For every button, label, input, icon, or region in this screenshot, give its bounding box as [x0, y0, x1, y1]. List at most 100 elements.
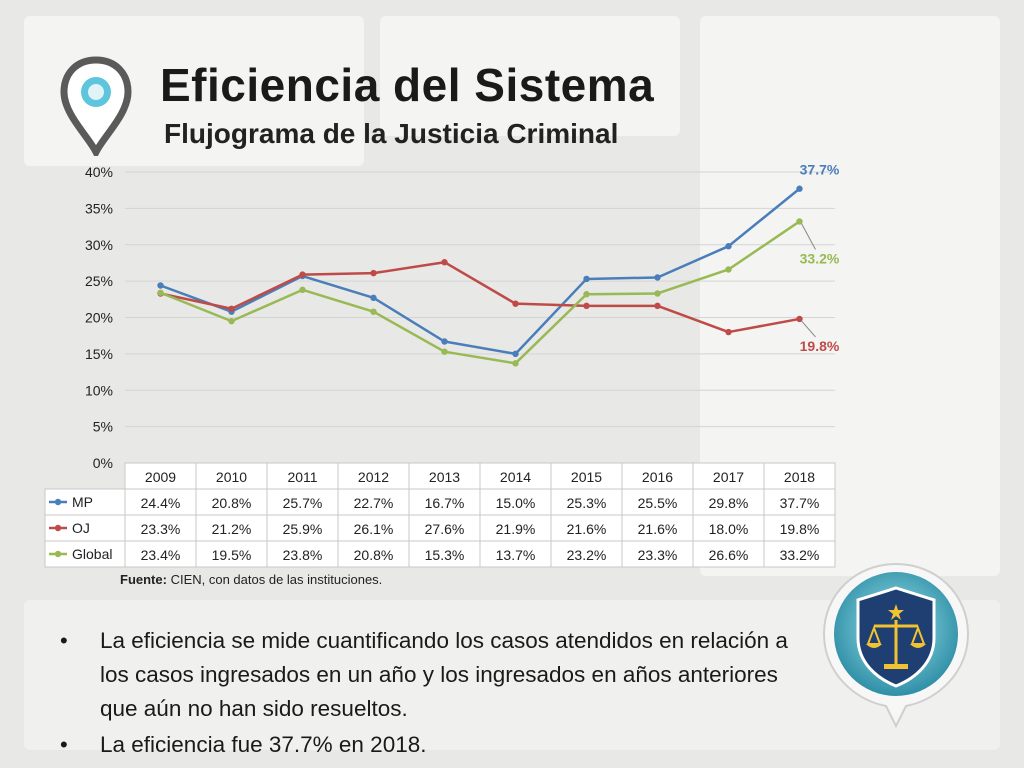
table-cell-value: 25.5%	[638, 495, 678, 511]
page-subtitle: Flujograma de la Justicia Criminal	[164, 118, 619, 149]
table-cell-value: 19.8%	[780, 521, 820, 537]
y-tick-label: 10%	[85, 382, 113, 398]
y-tick-label: 15%	[85, 346, 113, 362]
table-cell-value: 23.4%	[141, 547, 181, 563]
data-point-mp	[583, 275, 590, 283]
data-point-mp	[512, 350, 519, 358]
table-cell-value: 19.5%	[212, 547, 252, 563]
y-tick-label: 40%	[85, 164, 113, 180]
data-point-mp	[441, 338, 448, 345]
bullet-list: • La eficiencia se mide cuantificando los…	[58, 624, 788, 764]
data-point-mp	[654, 274, 661, 281]
source-text: CIEN, con datos de las instituciones.	[166, 572, 383, 587]
legend-key-marker	[54, 550, 62, 558]
data-point-oj	[441, 259, 448, 266]
bullet-glyph: •	[60, 732, 68, 757]
x-tick-label: 2011	[287, 469, 317, 485]
table-cell-value: 13.7%	[496, 547, 536, 563]
data-point-global	[157, 289, 164, 296]
source-label: Fuente:	[120, 572, 167, 587]
data-point-global	[228, 317, 235, 325]
data-point-global	[512, 360, 519, 367]
table-cell-value: 18.0%	[709, 521, 749, 537]
legend-series-name: OJ	[72, 520, 90, 536]
table-cell-value: 21.2%	[212, 521, 252, 537]
page-title: Eficiencia del Sistema	[160, 59, 655, 111]
data-point-oj	[583, 302, 590, 310]
data-point-oj	[654, 302, 661, 310]
y-tick-label: 0%	[93, 455, 113, 471]
data-point-mp	[725, 243, 732, 250]
x-tick-label: 2013	[429, 469, 460, 485]
data-label-end-global: 33.2%	[800, 250, 840, 266]
data-point-global	[654, 290, 661, 297]
table-cell-value: 20.8%	[212, 495, 252, 511]
data-point-oj	[299, 271, 306, 278]
table-cell-value: 25.9%	[283, 521, 323, 537]
data-point-mp	[796, 185, 803, 192]
table-cell-value: 23.3%	[141, 521, 181, 537]
data-label-leader	[801, 320, 816, 338]
data-point-oj	[796, 315, 803, 323]
table-cell-value: 15.0%	[496, 495, 536, 511]
y-tick-label: 5%	[93, 419, 113, 435]
table-cell-value: 23.2%	[567, 547, 607, 563]
table-cell-value: 33.2%	[780, 547, 820, 563]
y-tick-label: 30%	[85, 237, 113, 253]
data-point-oj	[512, 300, 519, 307]
table-cell-value: 21.9%	[496, 521, 536, 537]
bullet-text: La eficiencia fue 37.7% en 2018.	[100, 732, 427, 757]
table-cell-value: 25.3%	[567, 495, 607, 511]
legend-series-name: MP	[72, 494, 93, 510]
data-label-end-oj: 19.8%	[800, 338, 840, 354]
table-cell-value: 22.7%	[354, 495, 394, 511]
justice-scales-badge-icon	[822, 562, 970, 729]
series-line-oj	[160, 260, 800, 334]
table-cell-value: 21.6%	[638, 521, 678, 537]
table-cell-value: 23.3%	[638, 547, 678, 563]
data-label-end-mp: 37.7%	[800, 162, 840, 178]
bullet-text: La eficiencia se mide cuantificando los …	[100, 628, 788, 721]
x-tick-label: 2010	[216, 469, 247, 485]
legend-key-marker	[54, 524, 62, 532]
table-cell-value: 27.6%	[425, 521, 465, 537]
table-cell-value: 25.7%	[283, 495, 323, 511]
series-line-global	[160, 220, 801, 365]
table-cell-value: 26.1%	[354, 521, 394, 537]
background-panel-center	[380, 16, 680, 136]
y-tick-label: 35%	[85, 200, 113, 216]
legend-series-name: Global	[72, 546, 112, 562]
source-note: Fuente: CIEN, con datos de las instituci…	[120, 572, 382, 587]
bullet-item: • La eficiencia fue 37.7% en 2018.	[58, 728, 788, 762]
table-cell-value: 15.3%	[425, 547, 465, 563]
x-tick-label: 2014	[500, 469, 531, 485]
x-tick-label: 2015	[571, 469, 602, 485]
x-tick-label: 2018	[784, 469, 815, 485]
data-point-oj	[725, 328, 732, 336]
x-tick-label: 2017	[713, 469, 744, 485]
y-tick-label: 25%	[85, 273, 113, 289]
x-tick-label: 2009	[145, 469, 176, 485]
table-row	[44, 514, 836, 542]
data-point-global	[370, 308, 377, 315]
data-point-oj	[370, 269, 377, 277]
table-cell-value: 26.6%	[709, 547, 749, 563]
table-cell-value: 24.4%	[141, 495, 181, 511]
table-cell-value: 23.8%	[283, 547, 323, 563]
line-chart: 0% 5% 10% 15% 20% 25% 30% 35% 40% 37.7% 19.8% 33.2%…	[44, 162, 840, 568]
data-point-global	[725, 266, 732, 273]
series-line-mp	[160, 187, 801, 356]
bullet-glyph: •	[60, 628, 68, 653]
x-tick-label: 2012	[358, 469, 389, 485]
data-point-global	[441, 348, 448, 355]
legend-key-marker	[54, 498, 62, 506]
table-cell-value: 16.7%	[425, 495, 465, 511]
table-cell-value: 21.6%	[567, 521, 607, 537]
table-cell-value: 37.7%	[780, 495, 820, 511]
y-tick-label: 20%	[85, 310, 113, 326]
table-cell-value: 20.8%	[354, 547, 394, 563]
table-cell-value: 29.8%	[709, 495, 749, 511]
data-point-mp	[370, 294, 377, 302]
data-point-global	[299, 286, 306, 294]
data-point-global	[583, 291, 590, 298]
